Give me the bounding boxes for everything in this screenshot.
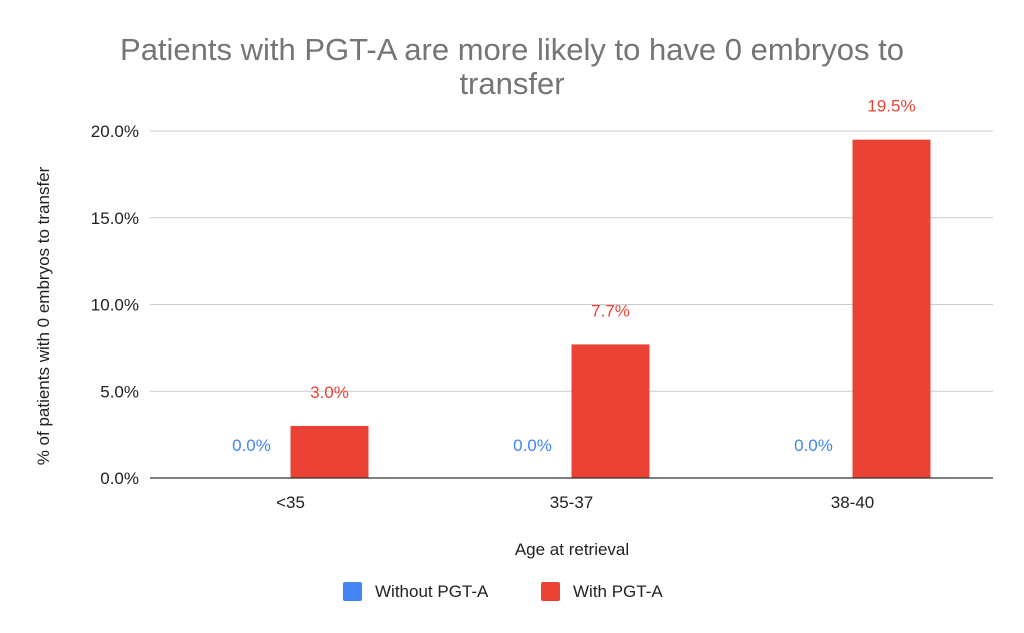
chart-title-line-1: Patients with PGT-A are more likely to h… bbox=[120, 32, 904, 67]
data-label: 19.5% bbox=[867, 97, 915, 116]
data-label: 3.0% bbox=[310, 383, 349, 402]
y-axis-ticks: 0.0% 5.0% 10.0% 15.0% 20.0% bbox=[91, 122, 139, 488]
y-tick-label: 20.0% bbox=[91, 122, 139, 141]
y-axis-label: % of patients with 0 embryos to transfer bbox=[34, 166, 53, 465]
y-tick-label: 15.0% bbox=[91, 209, 139, 228]
legend-label-with-pgt-a: With PGT-A bbox=[573, 582, 663, 601]
x-tick-label: 38-40 bbox=[831, 493, 874, 512]
data-label: 7.7% bbox=[591, 301, 630, 320]
data-labels: 0.0% 3.0% 0.0% 7.7% 0.0% 19.5% bbox=[232, 97, 915, 455]
bar bbox=[290, 425, 369, 478]
y-tick-label: 5.0% bbox=[100, 382, 139, 401]
bars bbox=[290, 139, 931, 479]
data-label: 0.0% bbox=[794, 436, 833, 455]
data-label: 0.0% bbox=[232, 436, 271, 455]
x-axis-ticks: <35 35-37 38-40 bbox=[276, 493, 874, 512]
data-label: 0.0% bbox=[513, 436, 552, 455]
x-tick-label: <35 bbox=[276, 493, 305, 512]
legend: Without PGT-A With PGT-A bbox=[343, 582, 663, 601]
legend-label-without-pgt-a: Without PGT-A bbox=[375, 582, 489, 601]
chart-title-line-2: transfer bbox=[459, 66, 564, 101]
y-tick-label: 10.0% bbox=[91, 296, 139, 315]
x-axis-label: Age at retrieval bbox=[515, 540, 629, 559]
chart-title: Patients with PGT-A are more likely to h… bbox=[120, 32, 904, 101]
y-tick-label: 0.0% bbox=[100, 469, 139, 488]
bar bbox=[852, 139, 931, 479]
x-tick-label: 35-37 bbox=[550, 493, 593, 512]
legend-swatch-with-pgt-a bbox=[541, 582, 560, 601]
bar bbox=[571, 344, 650, 478]
legend-swatch-without-pgt-a bbox=[343, 582, 362, 601]
